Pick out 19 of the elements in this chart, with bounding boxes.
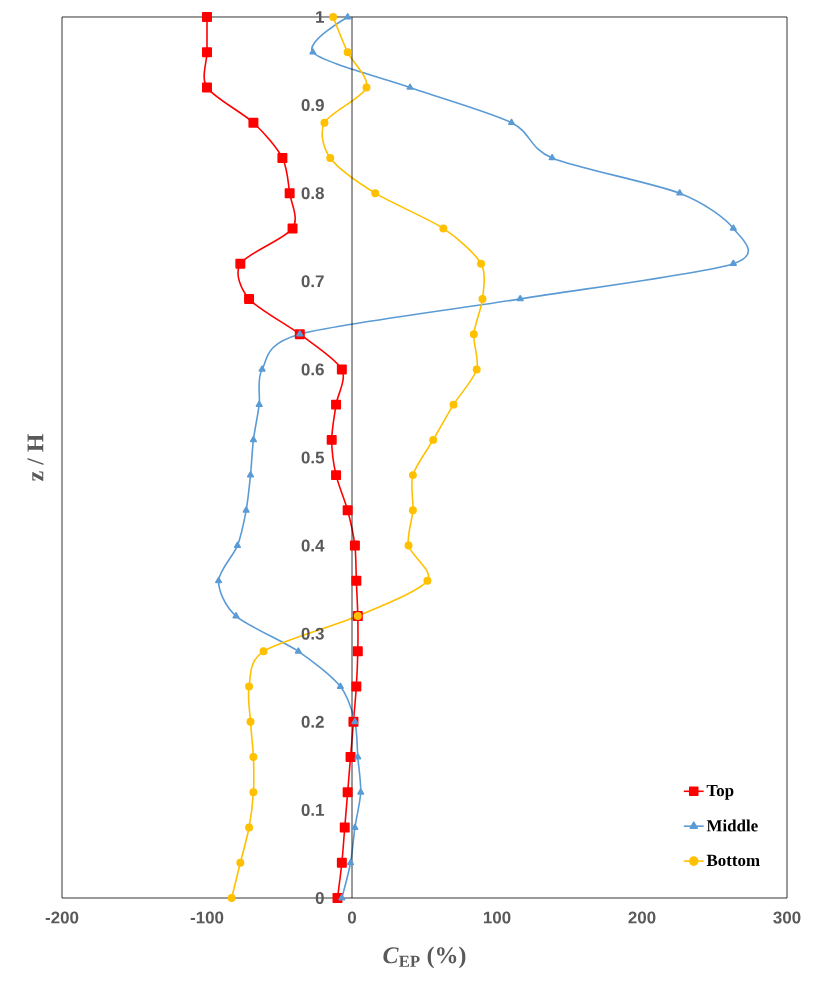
x-tick-label: 200 <box>628 911 656 924</box>
y-tick-label: 0.9 <box>301 99 324 112</box>
y-tick-label: 0.5 <box>301 451 325 464</box>
x-tick-label: 0 <box>347 911 357 924</box>
y-tick-label: 0.2 <box>301 715 324 728</box>
legend-label: Bottom <box>706 854 760 867</box>
y-axis-title: z / H <box>27 433 44 481</box>
y-tick-label: 0.7 <box>301 275 324 288</box>
x-axis-title: C$_{EP}$ (%) <box>383 946 466 969</box>
x-tick-label: 100 <box>483 911 511 924</box>
x-tick-label: 300 <box>773 911 801 924</box>
x-tick-label: -200 <box>45 911 79 924</box>
legend-label: Middle <box>706 819 758 832</box>
x-tick-label: -100 <box>190 911 224 924</box>
y-tick-label: 0.4 <box>301 539 325 552</box>
y-tick-label: 0.8 <box>301 187 324 200</box>
legend-label: Top <box>706 785 734 800</box>
y-tick-label: 0.6 <box>301 363 324 376</box>
y-tick-label: 0.1 <box>301 803 325 816</box>
